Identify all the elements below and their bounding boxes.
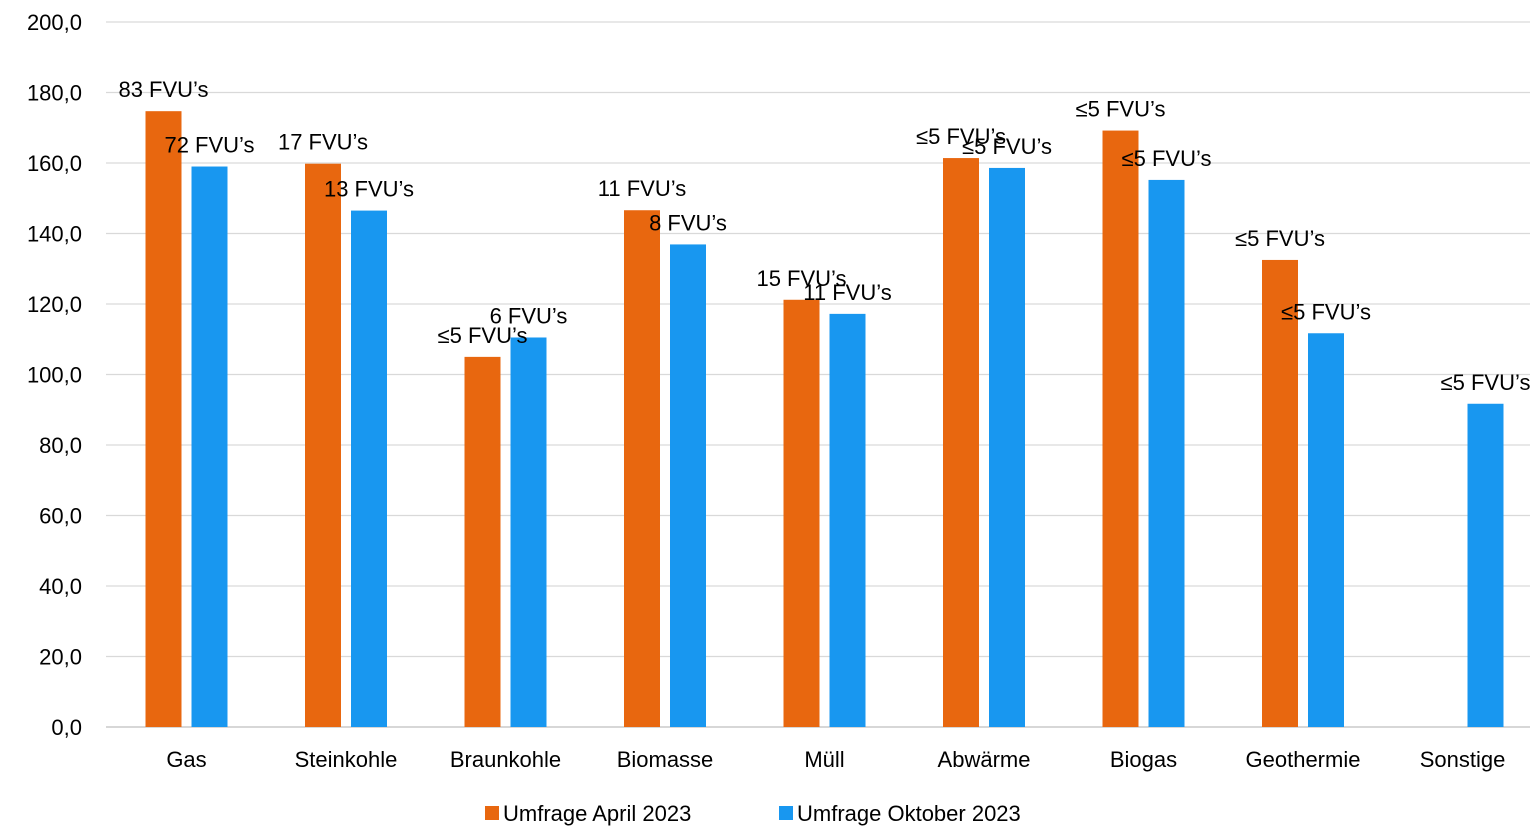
- bar-april-2023-3: [624, 210, 660, 728]
- bar-oktober-2023-5: [989, 167, 1025, 727]
- data-label: 8 FVU’s: [649, 210, 727, 235]
- legend: Umfrage April 2023 Umfrage Oktober 2023: [485, 801, 1021, 826]
- bar-oktober-2023-7: [1308, 333, 1344, 727]
- bar-oktober-2023-1: [351, 210, 387, 727]
- y-axis-tick-labels: 0,0 20,0 40,0 60,0 80,0 100,0 120,0 140,0 160,0 1…: [27, 10, 82, 740]
- x-category-label: Müll: [804, 747, 844, 772]
- bar-april-2023-6: [1102, 130, 1139, 727]
- data-label: 6 FVU’s: [490, 303, 568, 328]
- y-tick-label: 0,0: [51, 715, 82, 740]
- data-label: 11 FVU’s: [803, 280, 891, 305]
- x-category-label: Steinkohle: [295, 747, 398, 772]
- data-label: ≤5 FVU’s: [962, 134, 1052, 159]
- data-label: ≤5 FVU’s: [1281, 299, 1371, 324]
- y-tick-label: 20,0: [39, 645, 82, 670]
- bar-oktober-2023-3: [670, 244, 706, 728]
- data-label: ≤5 FVU’s: [1235, 226, 1325, 251]
- y-tick-label: 40,0: [39, 574, 82, 599]
- bar-april-2023-2: [464, 356, 501, 727]
- data-label: ≤5 FVU’s: [1441, 370, 1530, 395]
- legend-swatch: [779, 806, 793, 820]
- x-category-label: Abwärme: [938, 747, 1031, 772]
- bar-oktober-2023-0: [191, 166, 228, 727]
- legend-label: Umfrage Oktober 2023: [797, 801, 1021, 826]
- data-label: ≤5 FVU’s: [1122, 146, 1212, 171]
- bar-oktober-2023-2: [510, 337, 547, 727]
- data-label: 17 FVU’s: [278, 130, 368, 155]
- bars: [145, 111, 1504, 728]
- x-category-label: Biogas: [1110, 747, 1177, 772]
- data-label: 11 FVU’s: [598, 176, 686, 201]
- bar-april-2023-0: [145, 111, 182, 728]
- y-tick-label: 100,0: [27, 363, 82, 388]
- y-tick-label: 140,0: [27, 222, 82, 247]
- y-tick-label: 120,0: [27, 292, 82, 317]
- y-tick-label: 60,0: [39, 504, 82, 529]
- data-label: ≤5 FVU’s: [1076, 97, 1166, 122]
- bar-oktober-2023-8: [1467, 403, 1504, 727]
- bar-april-2023-1: [305, 163, 341, 727]
- bar-oktober-2023-4: [829, 313, 866, 727]
- x-category-label: Sonstige: [1420, 747, 1506, 772]
- data-label: 72 FVU’s: [164, 133, 254, 158]
- data-labels: 83 FVU’s17 FVU’s≤5 FVU’s11 FVU’s15 FVU’s…: [118, 77, 1530, 395]
- data-label: 15 FVU’s: [756, 266, 846, 291]
- x-category-label: Braunkohle: [450, 747, 561, 772]
- x-category-label: Geothermie: [1246, 747, 1361, 772]
- data-label: 13 FVU’s: [324, 177, 414, 202]
- data-label: ≤5 FVU’s: [438, 323, 528, 348]
- y-tick-label: 180,0: [27, 81, 82, 106]
- x-category-label: Gas: [166, 747, 206, 772]
- data-label: 83 FVU’s: [118, 77, 208, 102]
- x-category-label: Biomasse: [617, 747, 714, 772]
- bar-oktober-2023-6: [1148, 179, 1185, 728]
- y-tick-label: 80,0: [39, 433, 82, 458]
- bar-april-2023-7: [1262, 259, 1298, 727]
- legend-label: Umfrage April 2023: [503, 801, 691, 826]
- bar-april-2023-4: [783, 299, 820, 727]
- data-label: ≤5 FVU’s: [916, 124, 1006, 149]
- bar-april-2023-5: [943, 158, 979, 727]
- y-tick-label: 200,0: [27, 10, 82, 35]
- x-axis-category-labels: Gas Steinkohle Braunkohle Biomasse Müll Abwär…: [166, 747, 1505, 772]
- y-tick-label: 160,0: [27, 151, 82, 176]
- legend-swatch: [485, 806, 499, 820]
